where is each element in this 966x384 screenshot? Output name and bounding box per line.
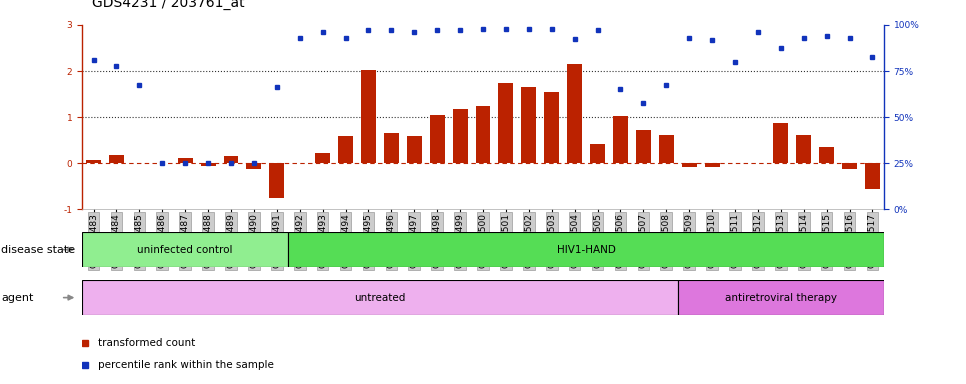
Bar xyxy=(544,92,559,163)
Bar xyxy=(819,147,834,163)
Bar xyxy=(246,163,262,169)
Bar xyxy=(384,133,399,163)
Bar xyxy=(796,135,811,163)
Bar xyxy=(223,156,239,163)
Bar xyxy=(86,159,101,163)
Bar xyxy=(590,144,605,163)
Text: antiretroviral therapy: antiretroviral therapy xyxy=(724,293,837,303)
Bar xyxy=(82,232,288,267)
Text: untreated: untreated xyxy=(355,293,406,303)
Bar xyxy=(842,163,857,169)
Text: percentile rank within the sample: percentile rank within the sample xyxy=(98,360,273,370)
Bar xyxy=(475,106,491,163)
Text: HIV1-HAND: HIV1-HAND xyxy=(556,245,615,255)
Text: GDS4231 / 203761_at: GDS4231 / 203761_at xyxy=(92,0,244,10)
Bar xyxy=(659,135,673,163)
Bar xyxy=(361,70,376,163)
Text: agent: agent xyxy=(1,293,34,303)
Bar xyxy=(774,122,788,163)
Bar xyxy=(407,136,422,163)
Bar xyxy=(636,130,651,163)
Bar xyxy=(430,115,444,163)
Bar xyxy=(178,158,192,163)
Bar xyxy=(498,83,513,163)
Bar xyxy=(338,136,353,163)
Text: disease state: disease state xyxy=(1,245,75,255)
Bar xyxy=(453,109,468,163)
Text: transformed count: transformed count xyxy=(98,338,195,348)
Bar xyxy=(613,116,628,163)
Bar xyxy=(682,163,696,167)
Bar xyxy=(865,163,880,189)
Bar xyxy=(567,64,582,163)
Bar xyxy=(522,87,536,163)
Bar xyxy=(288,232,884,267)
Bar xyxy=(201,163,215,166)
Bar xyxy=(678,280,884,315)
Bar xyxy=(315,153,330,163)
Bar xyxy=(82,280,678,315)
Bar xyxy=(109,155,124,163)
Bar xyxy=(704,163,720,167)
Text: uninfected control: uninfected control xyxy=(137,245,233,255)
Bar xyxy=(270,163,284,198)
